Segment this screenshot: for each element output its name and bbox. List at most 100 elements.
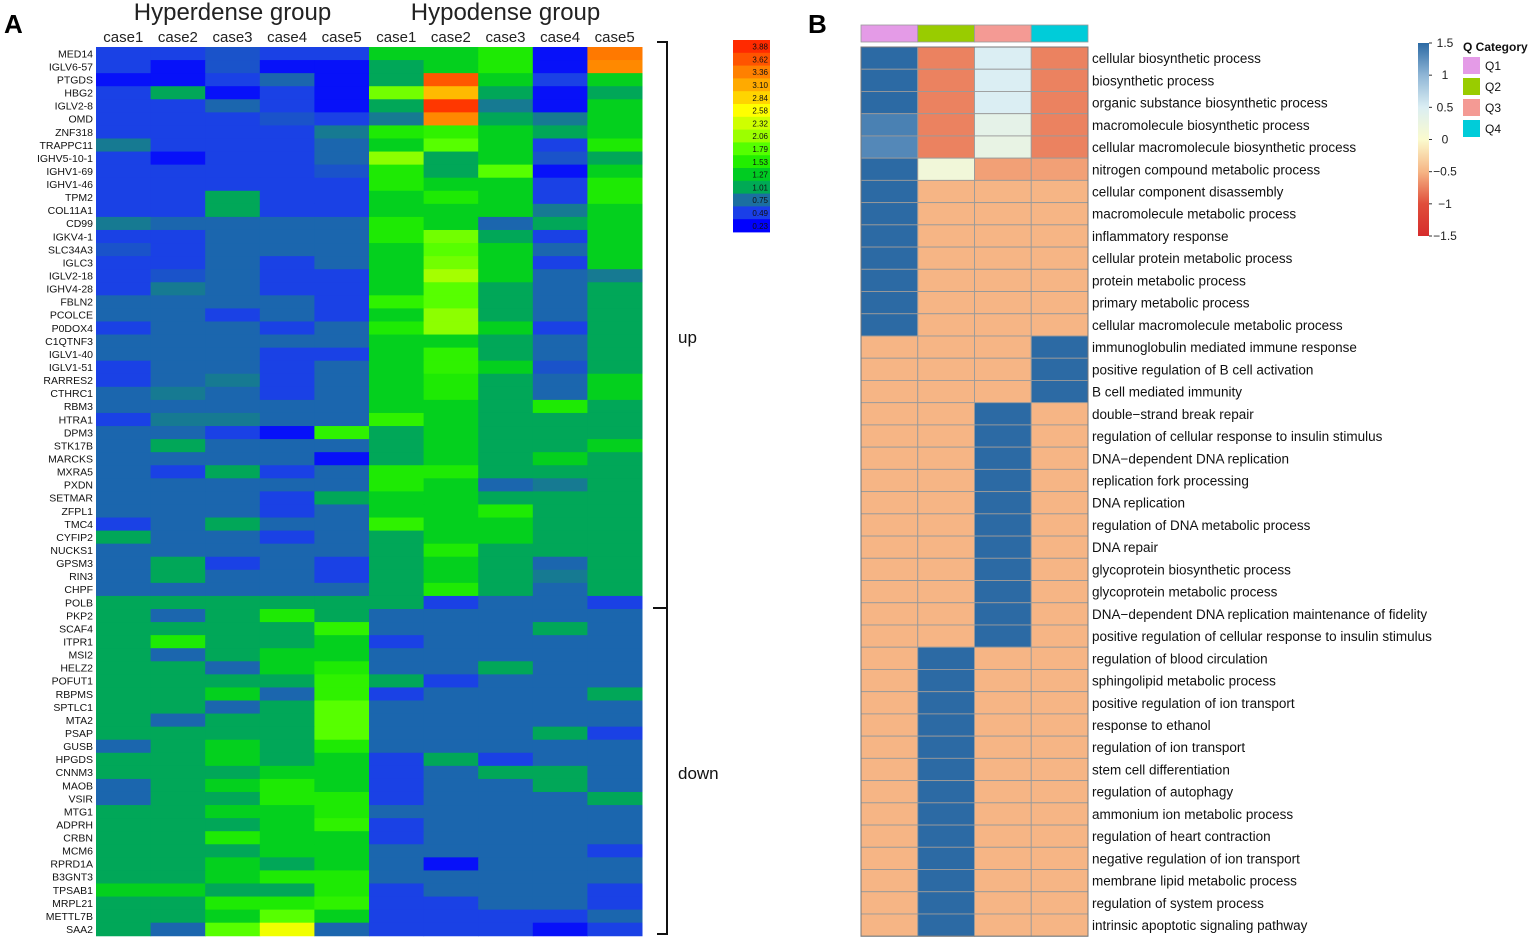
heatmap-cell — [917, 113, 975, 137]
heatmap-cell — [423, 386, 479, 401]
heatmap-cell — [532, 373, 588, 388]
heatmap-cell — [369, 360, 425, 375]
heatmap-cell — [150, 125, 206, 139]
heatmap-cell — [532, 857, 588, 871]
heatmap-cell — [150, 308, 206, 322]
heatmap-cell — [259, 582, 315, 597]
heatmap-cell — [150, 373, 206, 388]
heatmap-cell — [259, 635, 315, 649]
heatmap-cell — [860, 869, 919, 893]
gene-label: STK17B — [54, 440, 93, 452]
heatmap-cell — [423, 426, 479, 440]
heatmap-cell — [1030, 46, 1089, 70]
heatmap-cell — [974, 824, 1032, 848]
go-term-label: glycoprotein metabolic process — [1092, 585, 1278, 600]
heatmap-cell — [259, 818, 315, 832]
gene-label: SETMAR — [49, 493, 93, 505]
gene-label: MCM6 — [62, 846, 93, 858]
heatmap-cell — [96, 203, 152, 218]
heatmap-cell — [314, 504, 370, 519]
heatmap-cell — [150, 818, 206, 832]
heatmap-cell — [917, 313, 975, 337]
heatmap-cell — [478, 713, 534, 728]
heatmap-cell — [259, 465, 315, 479]
heatmap-cell — [205, 922, 261, 937]
heatmap-cell — [532, 530, 588, 545]
heatmap-cell — [150, 896, 206, 911]
heatmap-cell — [478, 373, 534, 388]
heatmap-cell — [974, 646, 1032, 670]
colorbar-tick-label: 3.10 — [752, 81, 768, 90]
heatmap-cell — [205, 151, 261, 166]
heatmap-cell — [974, 735, 1032, 759]
heatmap-cell — [974, 713, 1032, 737]
heatmap-cell — [314, 99, 370, 113]
heatmap-cell — [314, 791, 370, 806]
heatmap-cell — [259, 491, 315, 505]
gene-label: MXRA5 — [57, 467, 93, 479]
gene-label: PSAP — [65, 728, 93, 740]
heatmap-cell — [369, 791, 425, 806]
heatmap-cell — [259, 269, 315, 283]
heatmap-cell — [974, 380, 1032, 404]
heatmap-cell — [587, 47, 643, 61]
heatmap-cell — [532, 765, 588, 780]
heatmap-cell — [314, 164, 370, 179]
heatmap-cell — [532, 282, 588, 296]
heatmap-cell — [532, 243, 588, 257]
heatmap-cell — [587, 177, 643, 192]
heatmap-cell — [974, 46, 1032, 70]
heatmap-cell — [587, 582, 643, 597]
heatmap-cell — [96, 347, 152, 362]
heatmap-cell — [974, 780, 1032, 804]
colorbar-tick-label: 2.84 — [752, 94, 768, 103]
gene-label: VSIR — [68, 793, 93, 805]
go-term-label: stem cell differentiation — [1092, 762, 1230, 777]
heatmap-cell — [96, 164, 152, 179]
heatmap-cell — [369, 726, 425, 741]
gene-label: IGLV1-51 — [49, 362, 93, 374]
heatmap-cell — [205, 805, 261, 819]
heatmap-cell — [369, 203, 425, 218]
heatmap-cell — [369, 112, 425, 126]
heatmap-cell — [423, 73, 479, 87]
heatmap-cell — [1030, 268, 1089, 292]
heatmap-cell — [205, 687, 261, 701]
heatmap-cell — [314, 517, 370, 532]
heatmap-cell — [1030, 691, 1089, 715]
heatmap-cell — [532, 60, 588, 74]
heatmap-cell — [205, 426, 261, 440]
go-term-label: glycoprotein biosynthetic process — [1092, 562, 1291, 577]
heatmap-cell — [478, 909, 534, 924]
heatmap-cell — [259, 857, 315, 871]
heatmap-cell — [587, 491, 643, 505]
gene-label: NUCKS1 — [50, 545, 93, 557]
heatmap-cell — [532, 216, 588, 231]
heatmap-cell — [423, 478, 479, 492]
heatmap-cell — [1030, 291, 1089, 315]
heatmap-cell — [587, 478, 643, 492]
gene-label: SAA2 — [66, 924, 93, 936]
heatmap-cell — [369, 347, 425, 362]
heatmap-cell — [96, 465, 152, 479]
heatmap-cell — [478, 609, 534, 623]
heatmap-cell — [1030, 646, 1089, 670]
heatmap-cell — [96, 700, 152, 715]
column-label: case3 — [212, 29, 252, 46]
heatmap-cell — [423, 543, 479, 558]
heatmap-cell — [974, 357, 1032, 381]
heatmap-cell — [150, 216, 206, 231]
colorbar-swatch — [733, 65, 770, 79]
heatmap-cell — [478, 216, 534, 231]
heatmap-cell — [150, 399, 206, 414]
colorbar-swatch — [733, 180, 770, 194]
heatmap-cell — [587, 99, 643, 113]
scale-tick-label: 0.5 — [1437, 100, 1454, 114]
heatmap-cell — [478, 243, 534, 257]
heatmap-cell — [587, 739, 643, 754]
gene-label: HELZ2 — [60, 663, 93, 675]
heatmap-cell — [369, 778, 425, 793]
heatmap-cell — [150, 177, 206, 192]
heatmap-cell — [532, 177, 588, 192]
